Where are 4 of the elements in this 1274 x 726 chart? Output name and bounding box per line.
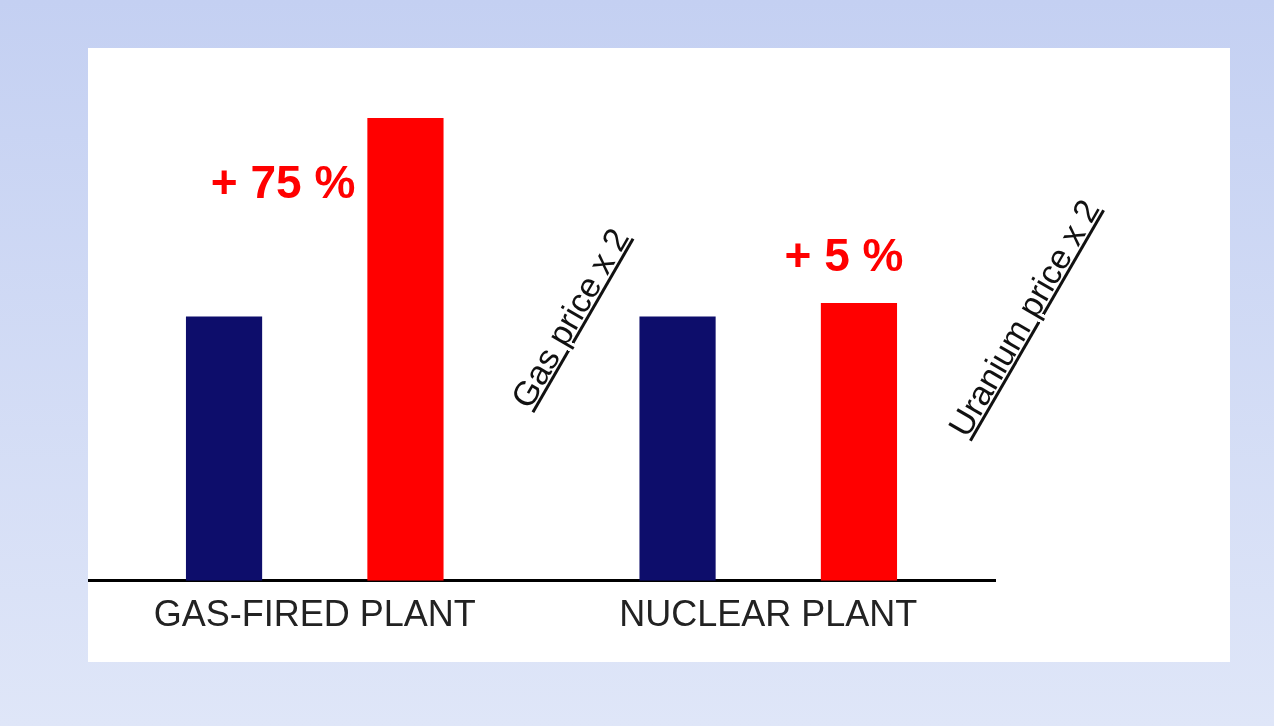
annotation: + 5 %	[784, 228, 904, 281]
x-tick-label: GAS-FIRED PLANT	[153, 593, 476, 635]
annotation: + 75 %	[210, 155, 356, 208]
x-tick-label: NUCLEAR PLANT	[619, 593, 918, 635]
